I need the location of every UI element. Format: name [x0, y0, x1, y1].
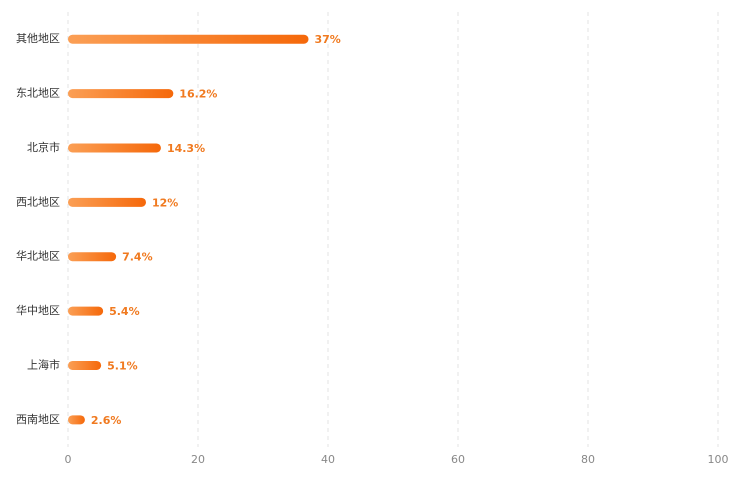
- y-tick-label: 华北地区: [16, 249, 60, 263]
- bar: [68, 415, 85, 425]
- value-label: 16.2%: [179, 88, 217, 101]
- y-tick-label: 其他地区: [16, 32, 60, 45]
- value-label: 14.3%: [167, 142, 205, 155]
- value-label: 5.4%: [109, 305, 140, 318]
- y-tick-label: 东北地区: [16, 87, 60, 100]
- x-tick-label: 80: [581, 453, 595, 466]
- value-label: 7.4%: [122, 251, 153, 264]
- bar: [68, 197, 146, 207]
- bar: [68, 360, 102, 370]
- value-label: 37%: [315, 33, 341, 46]
- x-tick-label: 20: [191, 453, 205, 466]
- bar: [68, 89, 174, 99]
- y-tick-label: 西北地区: [16, 195, 60, 208]
- value-label: 5.1%: [107, 359, 138, 372]
- value-label: 2.6%: [91, 414, 122, 427]
- bar: [68, 306, 104, 316]
- x-tick-label: 40: [321, 453, 335, 466]
- y-tick-label: 上海市: [27, 357, 60, 371]
- bar: [68, 34, 309, 44]
- y-tick-label: 华中地区: [16, 303, 60, 317]
- y-tick-label: 北京市: [27, 140, 60, 154]
- bar: [68, 143, 161, 153]
- y-tick-label: 西南地区: [16, 413, 60, 426]
- bar: [68, 252, 117, 262]
- x-tick-label: 0: [65, 453, 72, 466]
- x-tick-label: 100: [708, 453, 729, 466]
- value-label: 12%: [152, 196, 178, 209]
- x-tick-label: 60: [451, 453, 465, 466]
